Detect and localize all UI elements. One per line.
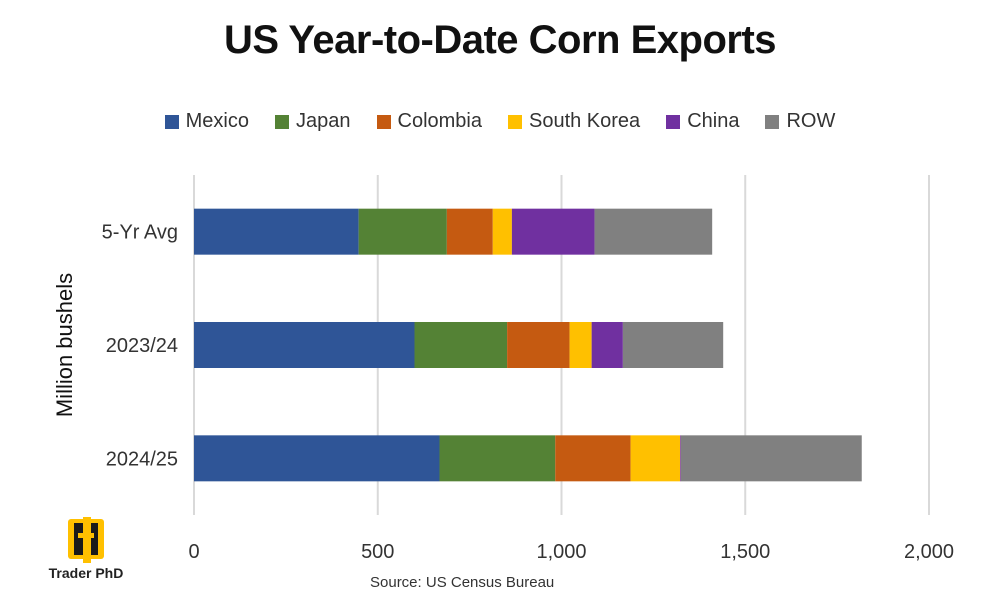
legend-item-mexico: Mexico <box>164 110 249 133</box>
bar-south-korea <box>569 322 592 368</box>
y-axis-label: Million bushels <box>52 272 77 418</box>
legend-swatch <box>376 114 391 129</box>
x-tick-label: 500 <box>361 541 394 563</box>
bar-china <box>591 322 623 368</box>
x-tick-label: 1,500 <box>720 541 770 563</box>
bar-japan <box>439 435 556 482</box>
bar-south-korea <box>492 208 512 255</box>
bar-japan <box>414 322 508 368</box>
bar-mexico <box>194 322 415 368</box>
bar-colombia <box>446 208 493 255</box>
legend-swatch <box>507 114 522 129</box>
bar-row <box>622 322 724 368</box>
legend-item-south-korea: South Korea <box>507 110 641 133</box>
trader-phd-logo: Trader PhD <box>36 515 136 585</box>
source-note: Source: US Census Bureau <box>370 574 555 591</box>
legend-label: ROW <box>786 110 836 132</box>
y-tick-label: 2024/25 <box>106 448 178 470</box>
bar-mexico <box>194 208 359 255</box>
legend-label: Mexico <box>185 110 249 132</box>
legend-label: Japan <box>296 110 351 132</box>
legend-label: China <box>687 110 740 132</box>
x-tick-label: 0 <box>188 541 199 563</box>
bar-japan <box>358 208 447 255</box>
bar-china <box>680 435 681 482</box>
legend: Mexico Japan Colombia South Korea China ROW <box>0 110 1000 133</box>
chart-title: US Year-to-Date Corn Exports <box>223 18 777 62</box>
legend-item-row: ROW <box>765 110 835 133</box>
logo-text: Trader PhD <box>48 565 124 581</box>
bar-south-korea <box>630 435 681 482</box>
bar-colombia <box>555 435 631 482</box>
legend-label: South Korea <box>528 110 641 132</box>
legend-item-china: China <box>666 110 739 133</box>
legend-swatch <box>765 114 780 129</box>
legend-item-japan: Japan <box>275 110 351 133</box>
bar-china <box>511 208 595 255</box>
legend-swatch <box>164 114 179 129</box>
bar-row <box>594 208 713 255</box>
bar-colombia <box>507 322 570 368</box>
y-tick-label: 2023/24 <box>106 335 178 357</box>
bar-row <box>680 435 862 482</box>
legend-swatch <box>666 114 681 129</box>
bar-mexico <box>194 435 440 482</box>
x-tick-label: 2,000 <box>904 541 954 563</box>
x-tick-label: 1,000 <box>536 541 586 563</box>
logo-mark-icon <box>68 517 104 563</box>
legend-item-colombia: Colombia <box>376 110 482 133</box>
legend-swatch <box>275 114 289 129</box>
legend-label: Colombia <box>397 110 482 132</box>
y-tick-label: 5-Yr Avg <box>102 222 178 244</box>
